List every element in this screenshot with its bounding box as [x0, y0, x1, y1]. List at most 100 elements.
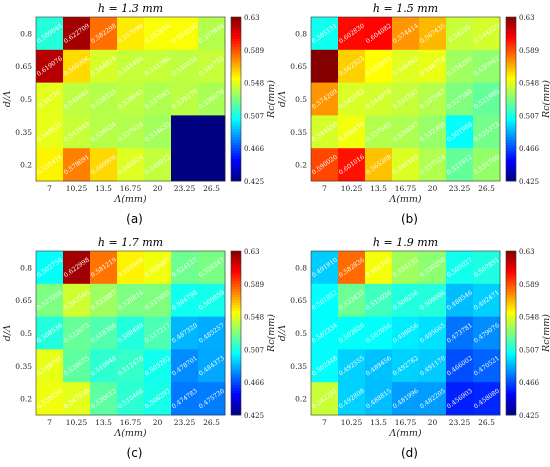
- colorbar-tick-label: 0.425: [519, 412, 539, 420]
- heatmap-cell: [419, 49, 447, 83]
- x-tick-label: 20: [428, 184, 438, 193]
- colorbar-segment: [231, 316, 241, 320]
- colorbar-segment: [506, 156, 516, 160]
- heatmap-cell: [392, 17, 420, 51]
- x-tick-label: 23.25: [174, 184, 196, 193]
- colorbar-segment: [506, 153, 516, 157]
- colorbar-tick-label: 0.548: [244, 314, 264, 322]
- heatmap-cell: [198, 148, 226, 182]
- heatmap-cell: [117, 251, 145, 285]
- heatmap-cell: [311, 115, 339, 149]
- heatmap-cell: [365, 115, 393, 149]
- colorbar-label: Rc(mm): [266, 314, 277, 353]
- x-tick-label: 23.25: [174, 418, 196, 427]
- colorbar-segment: [231, 126, 241, 130]
- heatmap-cell: [311, 251, 339, 285]
- colorbar-segment: [506, 313, 516, 317]
- colorbar-segment: [231, 387, 241, 391]
- colorbar-segment: [231, 270, 241, 274]
- colorbar-segment: [506, 107, 516, 111]
- colorbar-segment: [506, 412, 516, 416]
- colorbar-segment: [231, 354, 241, 358]
- heatmap-cell: [117, 148, 145, 182]
- heatmap-cell: [365, 148, 393, 182]
- heatmap-cell: [338, 251, 366, 285]
- colorbar-frame: [230, 250, 242, 416]
- colorbar-segment: [506, 335, 516, 339]
- heatmap-cell: [419, 115, 447, 149]
- colorbar-segment: [231, 278, 241, 282]
- y-tick-label: 0.2: [20, 161, 32, 170]
- colorbar-segment: [506, 140, 516, 144]
- colorbar-tick-label: 0.507: [519, 346, 539, 354]
- colorbar-segment: [231, 104, 241, 108]
- colorbar-segment: [231, 251, 241, 255]
- y-tick-label: 0.35: [290, 128, 307, 137]
- colorbar-segment: [506, 66, 516, 70]
- colorbar-segment: [506, 404, 516, 408]
- heatmap-cell: [117, 349, 145, 383]
- heatmap-cell: [171, 382, 199, 416]
- heatmap-cell: [473, 283, 501, 317]
- heatmap-cell: [63, 349, 91, 383]
- colorbar-tick-label: 0.425: [519, 178, 539, 186]
- colorbar-tick-label: 0.589: [244, 47, 264, 55]
- heatmap-cell: [365, 251, 393, 285]
- colorbar-segment: [231, 19, 241, 23]
- colorbar-segment: [506, 79, 516, 83]
- colorbar-segment: [506, 409, 516, 413]
- colorbar-segment: [506, 159, 516, 163]
- colorbar-segment: [231, 401, 241, 405]
- colorbar-segment: [231, 390, 241, 394]
- panel-label: (a): [126, 212, 143, 226]
- colorbar-frame: [505, 250, 517, 416]
- heatmap-cell: [63, 115, 91, 149]
- heatmap-cell: [90, 82, 118, 116]
- colorbar-segment: [506, 286, 516, 290]
- heatmap-cell: [36, 349, 64, 383]
- y-tick-label: 0.2: [295, 161, 307, 170]
- colorbar-segment: [506, 148, 516, 152]
- heatmap-cell: [338, 316, 366, 350]
- colorbar-segment: [231, 374, 241, 378]
- colorbar-segment: [231, 256, 241, 260]
- colorbar-segment: [506, 343, 516, 348]
- colorbar-segment: [506, 85, 516, 89]
- colorbar-segment: [231, 17, 241, 21]
- colorbar-segment: [231, 159, 241, 163]
- heatmap-cell: [338, 283, 366, 317]
- heatmap-cell: [144, 316, 172, 350]
- heatmap-cell: [419, 82, 447, 116]
- colorbar-segment: [231, 118, 241, 122]
- colorbar-segment: [506, 63, 516, 67]
- heatmap-cell: [198, 283, 226, 317]
- heatmap-cell: [171, 349, 199, 383]
- colorbar-segment: [231, 107, 241, 111]
- colorbar-segment: [506, 126, 516, 130]
- colorbar-segment: [506, 120, 516, 124]
- colorbar-segment: [506, 178, 516, 182]
- colorbar-segment: [506, 104, 516, 108]
- x-tick-label: 26.5: [478, 418, 495, 427]
- colorbar-segment: [231, 322, 241, 326]
- colorbar-segment: [231, 112, 241, 116]
- heatmap-cell: [338, 49, 366, 83]
- heatmap-cell: [419, 316, 447, 350]
- colorbar-label: Rc(mm): [541, 80, 550, 119]
- colorbar-segment: [506, 374, 516, 378]
- colorbar-tick-label: 0.63: [244, 248, 260, 256]
- heatmap-cell: [392, 349, 420, 383]
- colorbar-segment: [231, 286, 241, 290]
- x-tick-label: 26.5: [478, 184, 495, 193]
- heatmap-cell: [419, 148, 447, 182]
- y-axis-label: d/Λ: [277, 91, 288, 107]
- colorbar-segment: [231, 77, 241, 81]
- colorbar-segment: [506, 99, 516, 103]
- colorbar-tick-label: 0.548: [244, 80, 264, 88]
- x-tick-label: 10.25: [66, 418, 88, 427]
- colorbar-segment: [506, 327, 516, 331]
- heatmap-cell: [36, 316, 64, 350]
- colorbar-segment: [231, 66, 241, 70]
- heatmap-cell: [446, 17, 474, 51]
